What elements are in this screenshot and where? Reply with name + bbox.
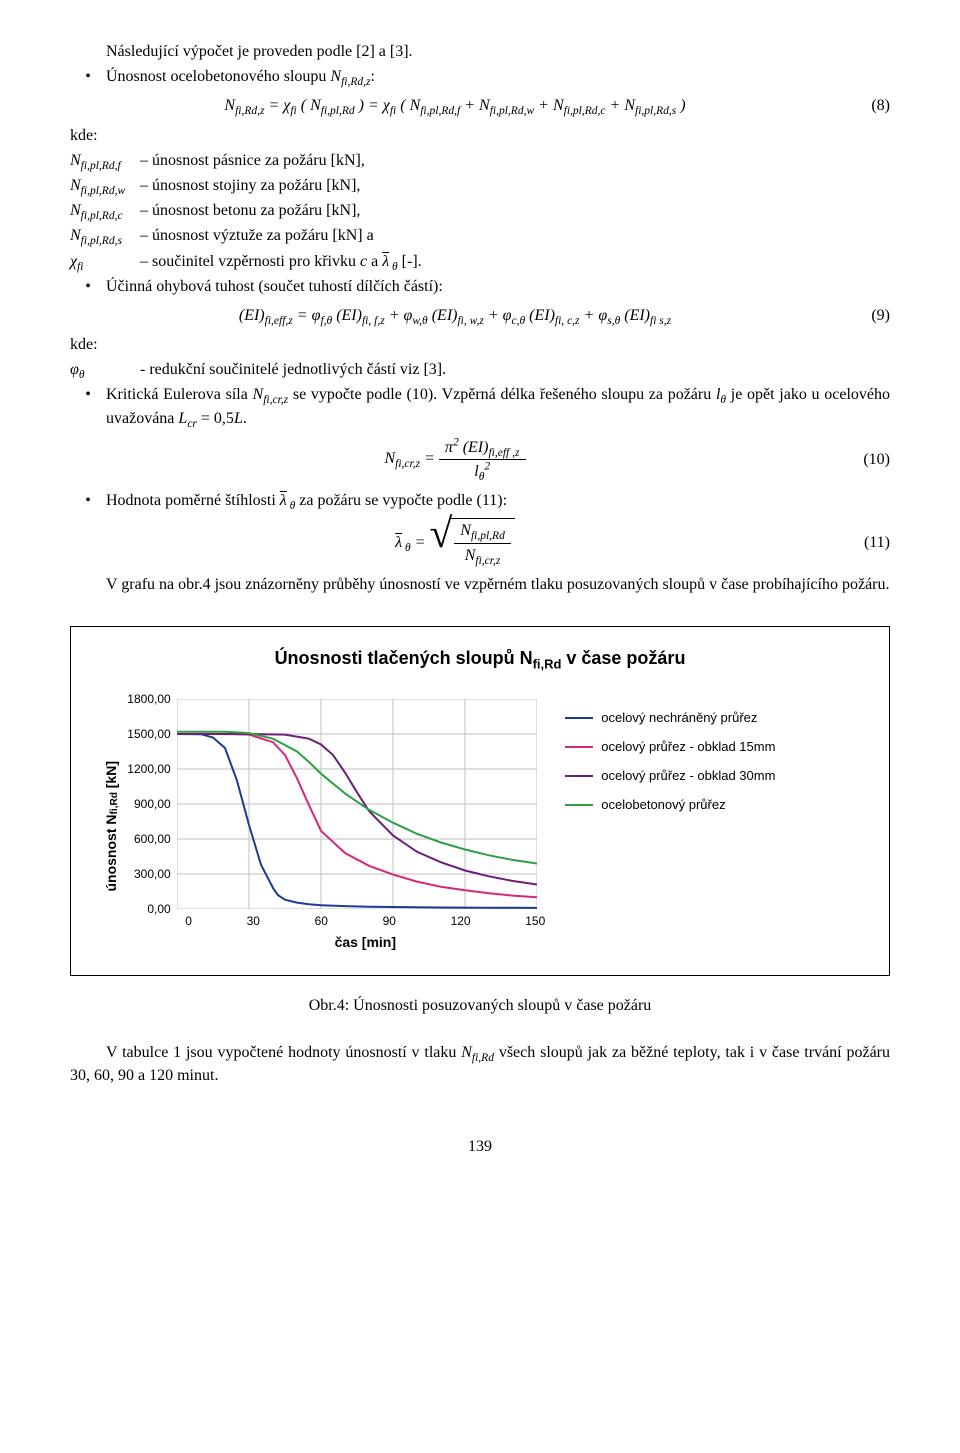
bullet-ei: • Účinná ohybová tuhost (součet tuhostí … (70, 275, 890, 298)
legend-label: ocelový nechráněný průřez (601, 709, 757, 728)
chart-plot (177, 699, 537, 909)
x-tick: 150 (525, 913, 545, 930)
legend-label: ocelový průřez - obklad 15mm (601, 738, 775, 757)
def-w-txt: – únosnost stojiny za požáru [kN], (140, 174, 890, 197)
bullet-euler: • Kritická Eulerova síla Nfi,cr,z se vyp… (70, 383, 890, 429)
chart-title-post: v čase požáru (561, 648, 685, 668)
chart-legend: ocelový nechráněný průřez ocelový průřez … (565, 699, 775, 824)
page-number: 139 (70, 1135, 890, 1158)
legend-swatch (565, 717, 593, 719)
eq9-num: (9) (840, 304, 890, 327)
bullet-slenderness: • Hodnota poměrné štíhlosti λ θ za požár… (70, 489, 890, 512)
eq11-numfrac: Nfi,pl,Rd (454, 519, 511, 543)
def-f: Nfi,pl,Rd,f – únosnost pásnice za požáru… (70, 149, 890, 172)
equation-9: (EI)fi,eff,z = φf,θ (EI)fi, f,z + φw,θ (… (70, 304, 890, 327)
def-s-sym: Nfi,pl,Rd,s (70, 224, 140, 247)
bullet1-N: N (330, 68, 341, 85)
def-chi-lamsub: θ (389, 261, 398, 273)
para-intro: Následující výpočet je proveden podle [2… (70, 40, 890, 63)
para-table: V tabulce 1 jsou vypočtené hodnoty únosn… (70, 1041, 890, 1087)
bullet1-pre: Únosnost ocelobetonového sloupu (106, 68, 330, 85)
eq11-eq: = (415, 534, 426, 551)
legend-item: ocelobetonový průřez (565, 796, 775, 815)
x-tick: 0 (185, 913, 192, 930)
chart-title-pre: Únosnosti tlačených sloupů N (275, 648, 533, 668)
bullet-unosnost: • Únosnost ocelobetonového sloupu Nfi,Rd… (70, 65, 890, 88)
legend-label: ocelobetonový průřez (601, 796, 725, 815)
legend-label: ocelový průřez - obklad 30mm (601, 767, 775, 786)
def-chi: χfi – součinitel vzpěrnosti pro křivku c… (70, 250, 890, 273)
x-tick: 120 (451, 913, 471, 930)
def-chi-post: [-]. (398, 253, 422, 270)
chart-container: Únosnosti tlačených sloupů Nfi,Rd v čase… (70, 626, 890, 976)
def-c-sym: Nfi,pl,Rd,c (70, 199, 140, 222)
equation-11: λ θ = √ Nfi,pl,Rd Nfi,cr,z (11) (70, 518, 890, 566)
eq8-num: (8) (840, 94, 890, 117)
chart-y-ticks: 1800,001500,001200,00900,00600,00300,000… (127, 699, 170, 909)
equation-10: Nfi,cr,z = π2 (EI)fi,eff ,z lθ2 (10) (70, 436, 890, 483)
para-graf: V grafu na obr.4 jsou znázorněny průběhy… (70, 573, 890, 596)
chart-title-sub: fi,Rd (533, 657, 562, 672)
def-chi-sym: χfi (70, 250, 140, 273)
bullet1-sub: fi,Rd,z (341, 76, 370, 88)
plot-svg (177, 699, 537, 909)
figure-caption: Obr.4: Únosnosti posuzovaných sloupů v č… (70, 994, 890, 1017)
def-w-sym: Nfi,pl,Rd,w (70, 174, 140, 197)
def-f-txt: – únosnost pásnice za požáru [kN], (140, 149, 890, 172)
ylabel-sub: fi,Rd (109, 792, 120, 814)
bullet3-txt: Kritická Eulerova síla Nfi,cr,z se vypoč… (106, 383, 890, 429)
chart-x-label: čas [min] (185, 932, 545, 952)
ylabel-post: [kN] (103, 761, 119, 792)
def-chi-pre: – součinitel vzpěrnosti pro křivku (140, 253, 360, 270)
def-c-txt: – únosnost betonu za požáru [kN], (140, 199, 890, 222)
legend-swatch (565, 775, 593, 777)
eq10-num: (10) (840, 448, 890, 471)
x-tick: 60 (315, 913, 328, 930)
eq11-num: (11) (840, 531, 890, 554)
legend-swatch (565, 804, 593, 806)
x-tick: 30 (247, 913, 260, 930)
eq10-lhs: Nfi,cr,z = (384, 450, 434, 467)
def-phi-txt: - redukční součinitelé jednotlivých část… (140, 358, 890, 381)
eq10-denfrac: lθ2 (439, 460, 526, 483)
bullet4-sub: θ (287, 500, 296, 512)
eq10-frac: π2 (EI)fi,eff ,z lθ2 (439, 436, 526, 483)
chart-x-ticks: 0 30 60 90 120 150 (185, 913, 545, 930)
def-phi: φθ - redukční součinitelé jednotlivých č… (70, 358, 890, 381)
eq10-numfrac: π2 (EI)fi,eff ,z (439, 436, 526, 460)
eq8-body: Nfi,Rd,z = χfi ( Nfi,pl,Rd ) = χfi ( Nfi… (70, 94, 840, 117)
chart-title: Únosnosti tlačených sloupů Nfi,Rd v čase… (101, 645, 859, 671)
eq11-denfrac: Nfi,cr,z (454, 544, 511, 567)
def-chi-c: c (360, 253, 367, 270)
bullet4-post: za požáru se vypočte podle (11): (299, 492, 507, 509)
def-f-sym: Nfi,pl,Rd,f (70, 149, 140, 172)
def-s: Nfi,pl,Rd,s – únosnost výztuže za požáru… (70, 224, 890, 247)
kde-1: kde: (70, 124, 890, 147)
chart-y-label: únosnost Nfi,Rd [kN] (101, 761, 121, 892)
legend-swatch (565, 746, 593, 748)
def-chi-mid: a (367, 253, 382, 270)
eq11-sqrt: √ Nfi,pl,Rd Nfi,cr,z (429, 518, 514, 566)
ylabel-pre: únosnost N (103, 814, 119, 891)
equation-8: Nfi,Rd,z = χfi ( Nfi,pl,Rd ) = χfi ( Nfi… (70, 94, 890, 117)
eq9-body: (EI)fi,eff,z = φf,θ (EI)fi, f,z + φw,θ (… (70, 304, 840, 327)
def-w: Nfi,pl,Rd,w – únosnost stojiny za požáru… (70, 174, 890, 197)
eq11-lamsub: θ (402, 543, 411, 555)
bullet2-txt: Účinná ohybová tuhost (součet tuhostí dí… (106, 275, 890, 298)
def-s-txt: – únosnost výztuže za požáru [kN] a (140, 224, 890, 247)
legend-item: ocelový průřez - obklad 30mm (565, 767, 775, 786)
bullet4-pre: Hodnota poměrné štíhlosti (106, 492, 280, 509)
x-tick: 90 (383, 913, 396, 930)
def-phi-sym: φθ (70, 358, 140, 381)
def-c: Nfi,pl,Rd,c – únosnost betonu za požáru … (70, 199, 890, 222)
legend-item: ocelový průřez - obklad 15mm (565, 738, 775, 757)
legend-item: ocelový nechráněný průřez (565, 709, 775, 728)
kde-2: kde: (70, 333, 890, 356)
bullet4-lam: λ (280, 492, 287, 509)
